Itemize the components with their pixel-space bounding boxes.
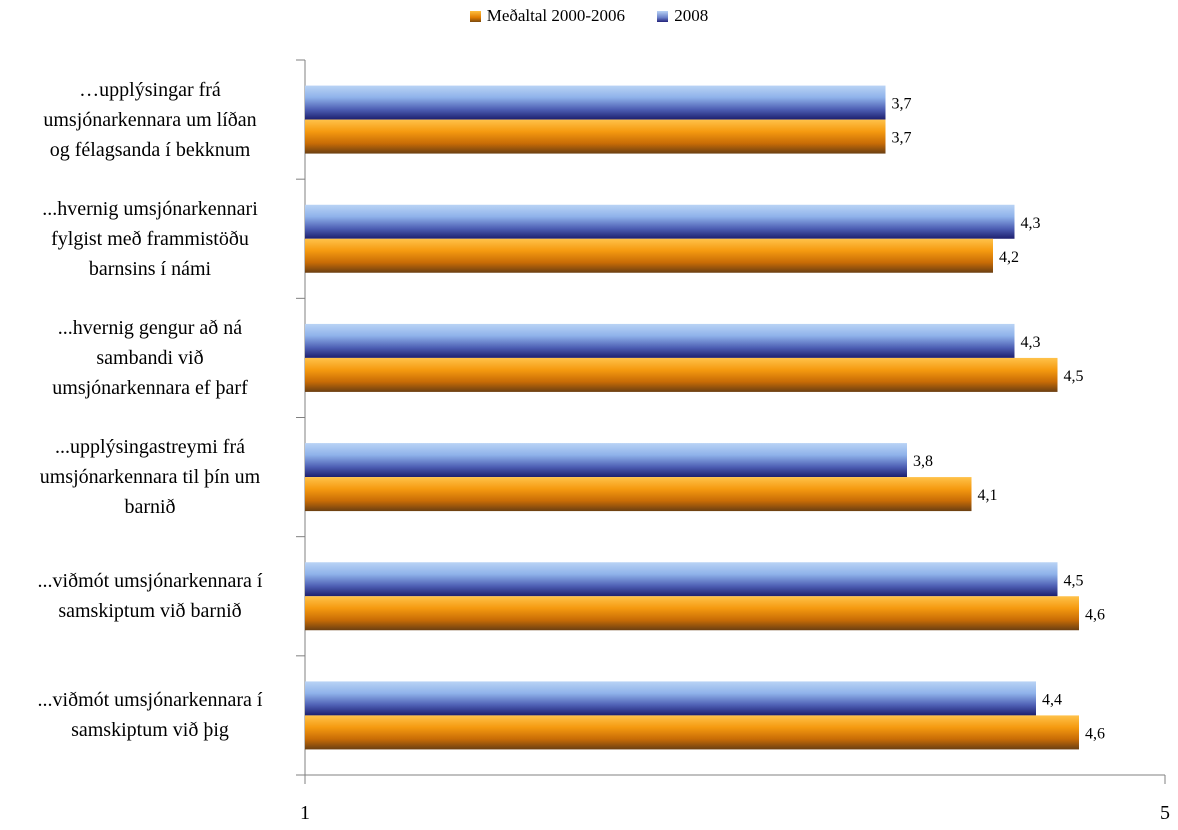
category-label: ...hvernig gengur að ná sambandi við umsjó…	[0, 313, 300, 403]
data-label-2008: 4,5	[1064, 572, 1084, 589]
bar-average-2000-2006	[305, 119, 886, 154]
data-label-average: 3,7	[892, 130, 912, 147]
data-labels: 3,73,74,34,24,34,53,84,14,54,64,44,6	[892, 96, 1106, 743]
data-label-2008: 3,8	[913, 453, 933, 470]
legend-swatch-orange	[469, 10, 481, 22]
bar-average-2000-2006	[305, 477, 972, 512]
legend-item-2008: 2008	[657, 6, 708, 26]
legend: Meðaltal 2000-2006 2008	[0, 6, 1178, 27]
data-label-2008: 4,4	[1042, 691, 1062, 708]
category-label-line: umsjónarkennara ef þarf	[52, 376, 248, 399]
category-label-line: barnsins í námi	[88, 257, 212, 280]
category-label: ...viðmót umsjónarkennara í samskiptum vi…	[0, 566, 300, 626]
category-label-line: …upplýsingar frá	[79, 78, 221, 101]
bars	[305, 85, 1079, 750]
axes	[296, 59, 1166, 784]
category-label-line: ...hvernig gengur að ná	[57, 316, 243, 339]
bar-2008	[305, 323, 1015, 358]
data-label-average: 4,1	[978, 487, 998, 504]
x-tick-label: 1	[300, 802, 310, 824]
category-label: ...upplýsingastreymi frá umsjónarkennara …	[0, 432, 300, 522]
bar-2008	[305, 85, 886, 120]
bar-2008	[305, 443, 907, 478]
category-label-line: sambandi við	[96, 346, 204, 369]
category-label-line: ...upplýsingastreymi frá	[55, 436, 245, 459]
category-label-line: barnið	[124, 496, 176, 519]
bar-2008	[305, 681, 1036, 716]
category-label-line: umsjónarkennara til þín um	[39, 466, 261, 489]
category-label-line: samskiptum við barnið	[58, 600, 242, 623]
data-label-2008: 4,3	[1021, 215, 1041, 232]
bar-2008	[305, 562, 1058, 597]
category-label-line: ...viðmót umsjónarkennara í	[37, 689, 263, 712]
category-label-line: og félagsanda í bekknum	[49, 138, 251, 161]
legend-swatch-blue	[657, 10, 669, 22]
x-tick-label: 5	[1160, 802, 1170, 824]
bar-average-2000-2006	[305, 596, 1079, 631]
legend-label-average: Meðaltal 2000-2006	[486, 6, 626, 25]
data-label-average: 4,5	[1064, 368, 1084, 385]
bar-average-2000-2006	[305, 357, 1058, 392]
data-label-average: 4,6	[1085, 725, 1105, 742]
legend-label-2008: 2008	[674, 6, 709, 25]
legend-item-average: Meðaltal 2000-2006	[469, 6, 626, 26]
category-label-line: fylgist með frammistöðu	[51, 227, 249, 250]
category-label-line: umsjónarkennara um líðan	[43, 108, 257, 131]
category-label-line: ...hvernig umsjónarkennari	[42, 197, 258, 220]
category-label: …upplýsingar frá umsjónarkennara um líðan…	[0, 75, 300, 165]
bar-average-2000-2006	[305, 238, 993, 273]
data-label-average: 4,6	[1085, 606, 1105, 623]
category-label-line: samskiptum við þig	[71, 719, 229, 742]
data-label-average: 4,2	[999, 249, 1019, 266]
category-label-line: ...viðmót umsjónarkennara í	[37, 570, 263, 593]
bar-average-2000-2006	[305, 715, 1079, 750]
bar-2008	[305, 204, 1015, 239]
data-label-2008: 3,7	[892, 96, 912, 113]
data-label-2008: 4,3	[1021, 334, 1041, 351]
category-label: ...hvernig umsjónarkennari fylgist með fr…	[0, 194, 300, 284]
category-label: ...viðmót umsjónarkennara í samskiptum vi…	[0, 685, 300, 745]
